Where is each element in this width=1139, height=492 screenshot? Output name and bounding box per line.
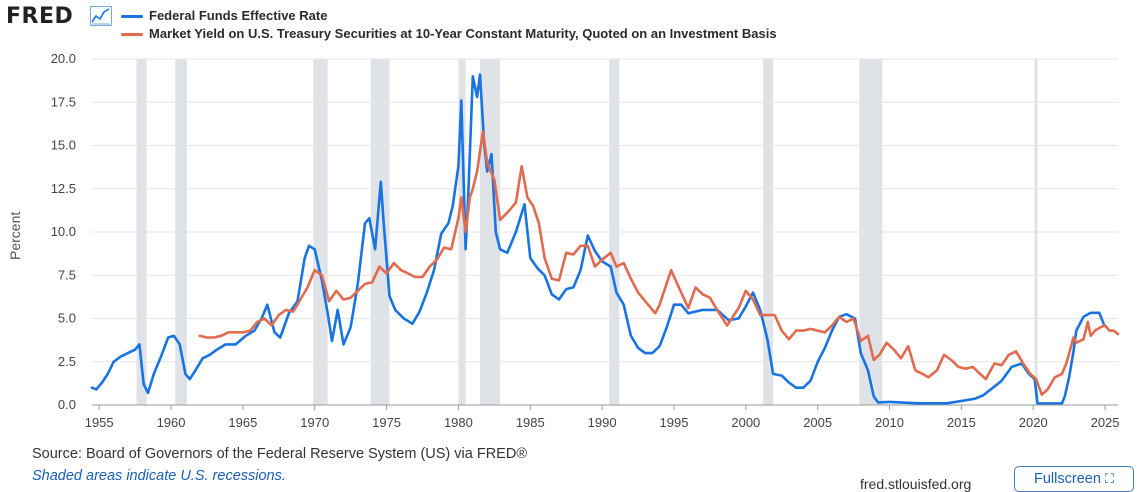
y-axis-label: Percent	[7, 211, 23, 260]
x-tick-label: 1980	[444, 415, 473, 430]
fullscreen-button[interactable]: Fullscreen ⛶	[1014, 466, 1134, 492]
y-tick-label: 5.0	[58, 311, 76, 326]
x-tick-label: 2015	[947, 415, 976, 430]
legend-swatch-fedfunds	[121, 15, 143, 19]
grid-lines	[92, 58, 1118, 406]
x-tick-label: 2005	[803, 415, 832, 430]
series-line-fedfunds[interactable]	[90, 73, 1105, 405]
x-axis-ticks: 1955 1960 1965 1970 1975 1980 1985 1990 1995 2000…	[85, 404, 1120, 430]
x-tick-label: 1960	[157, 415, 186, 430]
x-tick-label: 1965	[228, 415, 257, 430]
y-tick-label: 15.0	[51, 138, 76, 153]
chart-plot[interactable]: 0.0 2.5 5.0 7.5 10.0 12.5 15.0 17.5 20.0 1955 196…	[0, 0, 1139, 440]
y-tick-label: 12.5	[51, 181, 76, 196]
fred-logo[interactable]: FRED	[6, 4, 74, 29]
y-axis-ticks: 0.0 2.5 5.0 7.5 10.0 12.5 15.0 17.5 20.0	[51, 51, 76, 412]
legend-item-fedfunds[interactable]: Federal Funds Effective Rate	[121, 8, 327, 23]
source-note: Source: Board of Governors of the Federa…	[32, 446, 528, 462]
site-url[interactable]: fred.stlouisfed.org	[860, 476, 972, 492]
legend-swatch-gs10	[121, 33, 143, 37]
x-tick-label: 1995	[660, 415, 689, 430]
y-tick-label: 10.0	[51, 224, 76, 239]
x-tick-label: 2025	[1091, 415, 1120, 430]
x-tick-label: 1985	[516, 415, 545, 430]
recession-note: Shaded areas indicate U.S. recessions.	[32, 468, 286, 484]
expand-icon: ⛶	[1104, 472, 1114, 487]
y-tick-label: 2.5	[58, 354, 76, 369]
series-line-gs10[interactable]	[198, 130, 1120, 396]
x-tick-label: 2010	[875, 415, 904, 430]
fullscreen-label: Fullscreen	[1034, 471, 1101, 487]
x-tick-label: 1970	[300, 415, 329, 430]
series-lines	[90, 73, 1120, 405]
line-graph-icon	[90, 6, 112, 26]
legend-label-gs10: Market Yield on U.S. Treasury Securities…	[149, 26, 777, 41]
legend-label-fedfunds: Federal Funds Effective Rate	[149, 8, 328, 23]
x-tick-label: 1975	[372, 415, 401, 430]
y-tick-label: 20.0	[51, 51, 76, 66]
legend-item-gs10[interactable]: Market Yield on U.S. Treasury Securities…	[121, 26, 777, 41]
x-tick-label: 1990	[588, 415, 617, 430]
x-tick-label: 1955	[85, 415, 114, 430]
x-tick-label: 2000	[731, 415, 760, 430]
y-tick-label: 0.0	[58, 397, 76, 412]
y-tick-label: 17.5	[51, 94, 76, 109]
y-tick-label: 7.5	[58, 267, 76, 282]
x-tick-label: 2020	[1019, 415, 1048, 430]
